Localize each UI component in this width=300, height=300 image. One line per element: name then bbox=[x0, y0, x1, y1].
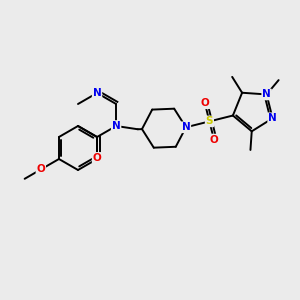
Text: O: O bbox=[93, 153, 101, 163]
Text: O: O bbox=[200, 98, 209, 108]
Text: S: S bbox=[206, 116, 213, 126]
Text: O: O bbox=[210, 134, 218, 145]
Text: N: N bbox=[93, 88, 101, 98]
Text: O: O bbox=[37, 164, 45, 174]
Text: N: N bbox=[268, 113, 277, 123]
Text: N: N bbox=[262, 89, 271, 99]
Text: N: N bbox=[182, 122, 190, 132]
Text: N: N bbox=[112, 121, 121, 131]
